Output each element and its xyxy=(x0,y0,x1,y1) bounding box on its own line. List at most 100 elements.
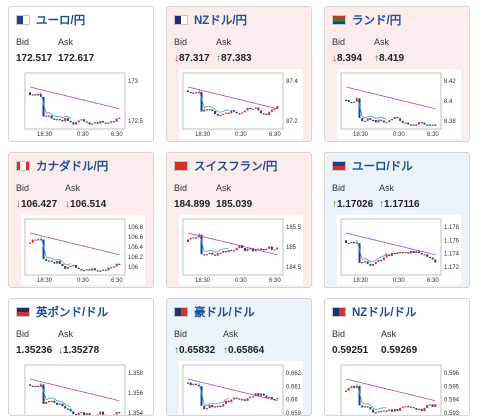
pair-name[interactable]: ユーロ/円 xyxy=(36,15,86,27)
candle xyxy=(391,118,393,121)
candle xyxy=(187,239,189,243)
ask-label: Ask xyxy=(379,183,395,193)
mini-chart[interactable]: 0.596 0.595 0.594 0.593 xyxy=(337,361,461,415)
candle xyxy=(88,269,91,271)
y-tick-label: 0.661 xyxy=(286,384,302,390)
pair-name[interactable]: NZドル/円 xyxy=(194,15,248,27)
mini-chart[interactable]: 185.5 185 184.5 18:30 0:30 6:30 xyxy=(179,215,303,285)
ask-label: Ask xyxy=(65,183,81,193)
candle xyxy=(47,260,50,262)
candle xyxy=(64,406,67,409)
pair-name[interactable]: ユーロ/ドル xyxy=(352,161,413,173)
candle xyxy=(431,404,434,407)
candle xyxy=(423,254,426,256)
rate-card-nzdusd[interactable]: NZドル/ドル Bid Ask 0.59251 0.59269 0.596 0.5… xyxy=(324,298,470,416)
mini-chart[interactable]: 1.358 1.356 1.354 xyxy=(21,361,145,415)
pair-name[interactable]: 豪ドル/ドル xyxy=(194,307,255,319)
candle xyxy=(382,120,385,123)
rate-card-chfjpy[interactable]: スイスフラン/円 Bid Ask 184.899 185.039 185.5 18… xyxy=(166,152,312,288)
candle xyxy=(83,269,86,272)
rate-card-gbpusd[interactable]: 英ポンド/ドル Bid Ask 1.35236 ↓1.35278 1.358 1.… xyxy=(8,298,154,416)
candle xyxy=(29,242,31,244)
candle xyxy=(227,112,230,114)
candle xyxy=(251,396,254,398)
candle xyxy=(385,410,388,412)
candle xyxy=(222,113,225,115)
candle xyxy=(214,406,217,408)
candle xyxy=(262,393,265,396)
candle xyxy=(423,122,426,125)
ask-arrow-icon: ↑ xyxy=(223,345,228,356)
candle xyxy=(216,252,219,256)
rate-card-cadjpy[interactable]: カナダドル/円 Bid Ask ↓106.427 ↓106.514 106.8 1… xyxy=(8,152,154,288)
mini-chart[interactable]: 8.42 8.4 8.38 18:30 0:30 6:30 xyxy=(337,69,461,139)
candle xyxy=(31,385,34,387)
x-tick-label: 18:30 xyxy=(353,132,369,138)
candle xyxy=(385,122,388,124)
y-tick-label: 8.38 xyxy=(444,119,456,125)
candle xyxy=(409,406,412,408)
candle xyxy=(262,249,265,251)
rate-card-audusd[interactable]: 豪ドル/ドル Bid Ask ↑0.65832 ↑0.65864 0.662 0.… xyxy=(166,298,312,416)
rate-card-eurusd[interactable]: ユーロ/ドル Bid Ask ↑1.17026 ↑1.17116 1.178 1.… xyxy=(324,152,470,288)
ask-value: ↑0.65864 xyxy=(223,345,265,356)
mini-chart[interactable]: 0.662 0.661 0.66 0.659 xyxy=(179,361,303,416)
candle xyxy=(66,267,69,269)
candle xyxy=(205,254,208,256)
candle xyxy=(31,239,34,243)
candle xyxy=(347,242,350,244)
pair-name[interactable]: NZドル/ドル xyxy=(352,307,417,319)
candle xyxy=(428,404,431,406)
candle xyxy=(374,261,377,264)
candle xyxy=(265,395,268,398)
rate-card-zarjpy[interactable]: ランド/円 Bid Ask ↓8.394 ↑8.419 8.42 8.4 8.38 1… xyxy=(324,6,470,142)
mini-chart[interactable]: 106.8 106.6 106.4 106.2 106 18:30 0:30 6:30 xyxy=(21,215,145,285)
card-header: 豪ドル/ドル xyxy=(174,303,255,321)
moving-average-line xyxy=(345,232,436,256)
short-ma-line xyxy=(198,88,229,113)
candle xyxy=(85,121,88,123)
pair-name[interactable]: スイスフラン/円 xyxy=(194,161,278,173)
rate-card-nzdjpy[interactable]: NZドル/円 Bid Ask ↓87.317 ↑87.383 87.4 87.2 1… xyxy=(166,6,312,142)
candle xyxy=(50,400,53,402)
candle xyxy=(99,120,102,124)
candle xyxy=(399,252,402,254)
x-tick-label: 0:30 xyxy=(393,278,405,284)
candle xyxy=(203,109,206,112)
pair-name[interactable]: ランド/円 xyxy=(352,15,402,27)
moving-average-line xyxy=(29,232,120,256)
candle xyxy=(399,407,402,411)
candle xyxy=(393,117,396,119)
y-tick-label: 87.4 xyxy=(286,79,298,85)
candle-chart-svg: 0.662 0.661 0.66 0.659 xyxy=(182,364,302,416)
candle xyxy=(31,94,34,96)
ask-arrow-icon: ↓ xyxy=(58,345,63,356)
candle xyxy=(366,118,369,121)
rate-card-eurjpy[interactable]: ユーロ/円 Bid Ask 172.517 172.617 173 172.5 18… xyxy=(8,6,154,142)
moving-average-line xyxy=(187,378,278,402)
candle xyxy=(208,405,211,409)
candle xyxy=(37,93,40,96)
candle xyxy=(66,408,69,410)
y-tick-label: 0.659 xyxy=(286,411,302,416)
pair-name[interactable]: カナダドル/円 xyxy=(36,161,109,173)
candle xyxy=(80,119,83,121)
bid-arrow-icon: ↓ xyxy=(16,199,21,210)
bid-arrow-icon: ↓ xyxy=(332,53,337,64)
candle xyxy=(428,124,431,126)
candle xyxy=(96,270,99,272)
mini-chart[interactable]: 1.178 1.176 1.174 1.172 18:30 0:30 6:30 xyxy=(337,215,461,285)
ask-value: ↑1.17116 xyxy=(379,199,420,210)
candle xyxy=(372,263,375,266)
y-tick-label: 0.594 xyxy=(444,398,460,404)
candle xyxy=(205,109,208,111)
short-ma-line xyxy=(40,92,71,119)
mini-chart[interactable]: 173 172.5 18:30 0:30 6:30 xyxy=(21,69,145,139)
candle xyxy=(268,396,271,399)
candle xyxy=(385,254,388,258)
mini-chart[interactable]: 87.4 87.2 18:30 0:30 6:30 xyxy=(179,69,303,139)
candle xyxy=(195,92,198,94)
candle xyxy=(192,92,195,94)
candle xyxy=(53,400,56,403)
pair-name[interactable]: 英ポンド/ドル xyxy=(36,307,109,319)
